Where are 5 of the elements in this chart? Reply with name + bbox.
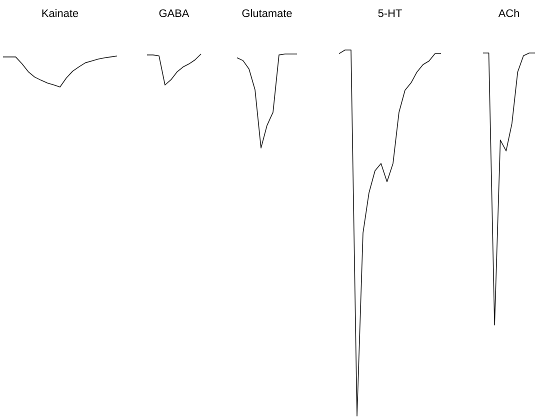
chart-title: ACh (498, 9, 519, 18)
chart-title: Glutamate (242, 9, 292, 18)
chart-title: 5-HT (378, 9, 402, 18)
chart-title: GABA (159, 9, 190, 18)
chart-title: Kainate (42, 9, 78, 18)
